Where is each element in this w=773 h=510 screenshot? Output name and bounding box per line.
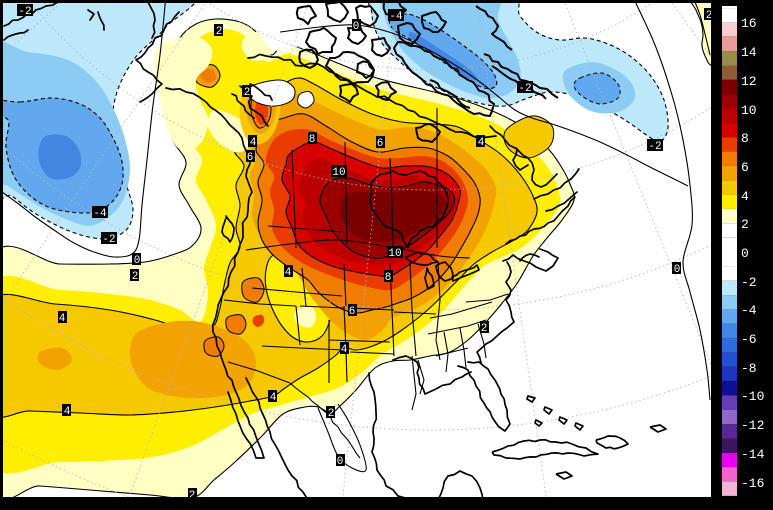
svg-text:8: 8 (385, 272, 392, 284)
svg-text:2: 2 (132, 271, 139, 283)
svg-text:2: 2 (481, 323, 488, 335)
svg-text:6: 6 (349, 306, 356, 318)
svg-text:0: 0 (134, 255, 141, 267)
svg-text:2: 2 (189, 490, 196, 502)
svg-text:-2: -2 (102, 234, 115, 246)
svg-text:-2: -2 (741, 275, 757, 290)
svg-text:10: 10 (741, 103, 757, 118)
svg-text:-14: -14 (741, 447, 765, 462)
svg-text:-6: -6 (741, 332, 757, 347)
svg-text:2: 2 (328, 408, 335, 420)
svg-text:4: 4 (285, 267, 292, 279)
svg-text:0: 0 (353, 21, 360, 33)
svg-text:4: 4 (341, 344, 348, 356)
svg-text:-2: -2 (518, 83, 531, 95)
svg-text:6: 6 (377, 138, 384, 150)
svg-text:14: 14 (741, 45, 757, 60)
svg-text:4: 4 (250, 137, 257, 149)
svg-text:10: 10 (388, 248, 401, 260)
svg-text:16: 16 (741, 16, 757, 31)
svg-text:4: 4 (478, 137, 485, 149)
svg-text:12: 12 (741, 74, 757, 89)
svg-text:2: 2 (741, 217, 749, 232)
svg-text:-4: -4 (389, 11, 403, 23)
svg-text:2: 2 (706, 10, 713, 22)
svg-text:4: 4 (741, 189, 749, 204)
svg-text:0: 0 (674, 264, 681, 276)
svg-text:8: 8 (309, 134, 316, 146)
svg-text:-16: -16 (741, 476, 764, 491)
svg-text:2: 2 (244, 87, 251, 99)
svg-text:-4: -4 (93, 208, 107, 220)
svg-text:0: 0 (337, 456, 344, 468)
svg-text:4: 4 (270, 392, 277, 404)
svg-text:0: 0 (741, 246, 749, 261)
svg-text:-10: -10 (741, 389, 764, 404)
svg-text:4: 4 (64, 406, 71, 418)
svg-text:2: 2 (216, 26, 223, 38)
svg-text:4: 4 (59, 313, 66, 325)
svg-text:6: 6 (741, 160, 749, 175)
svg-text:-8: -8 (741, 361, 757, 376)
svg-text:-4: -4 (741, 303, 757, 318)
svg-text:10: 10 (332, 167, 345, 179)
svg-text:-12: -12 (741, 418, 764, 433)
svg-text:-2: -2 (648, 141, 661, 153)
svg-text:-2: -2 (18, 6, 31, 18)
svg-text:6: 6 (247, 152, 254, 164)
svg-text:8: 8 (741, 131, 749, 146)
